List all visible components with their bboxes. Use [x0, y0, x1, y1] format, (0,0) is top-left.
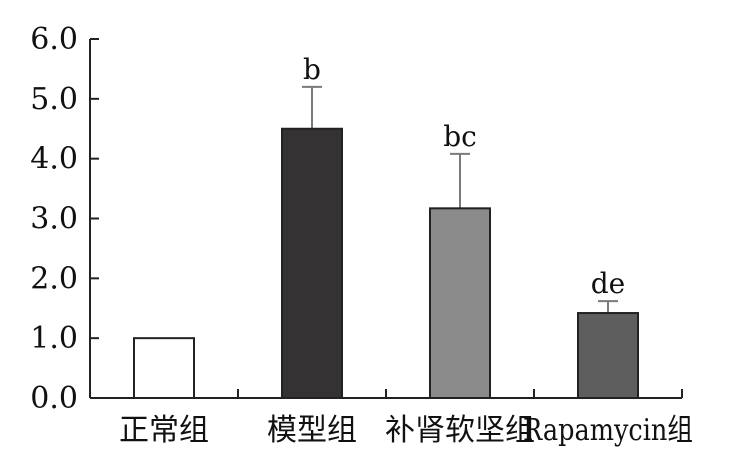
x-category-label: 补肾软坚组	[385, 413, 535, 448]
y-tick-label: 5.0	[30, 82, 78, 117]
bar-4	[577, 312, 639, 399]
x-category-label: 正常组	[119, 413, 209, 448]
y-tick-label: 3.0	[30, 202, 78, 237]
y-tick-label: 2.0	[30, 261, 78, 296]
y-tick-label: 6.0	[30, 22, 78, 57]
y-tick-label: 0.0	[30, 381, 78, 416]
x-category-label: 模型组	[267, 413, 357, 448]
significance-label: de	[591, 267, 626, 300]
bar-2	[281, 127, 343, 399]
significance-label: b	[303, 53, 321, 86]
bar-1	[133, 337, 195, 399]
bar-3	[429, 207, 491, 399]
significance-label: bc	[443, 120, 477, 153]
y-tick-label: 1.0	[30, 321, 78, 356]
y-tick-label: 4.0	[30, 142, 78, 177]
x-category-label: Rapamycin组	[523, 413, 693, 448]
